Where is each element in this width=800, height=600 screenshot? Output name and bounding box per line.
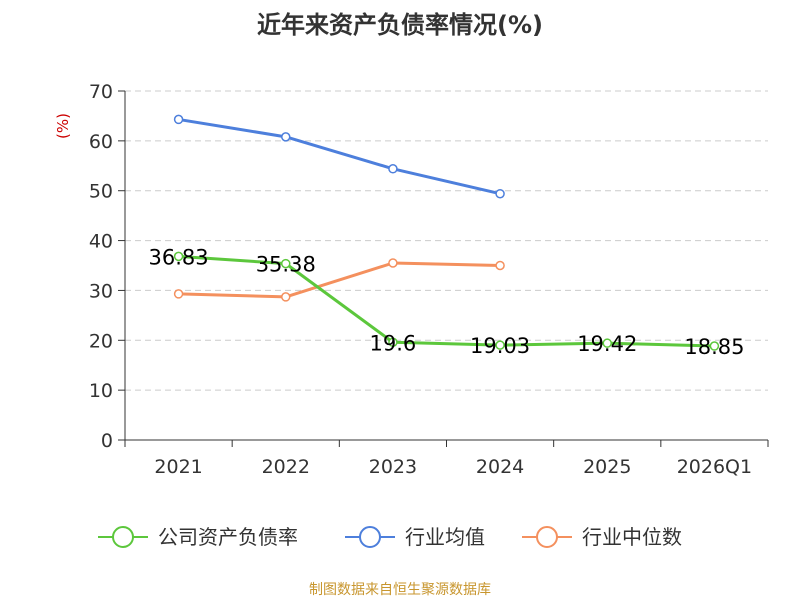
legend-marker-industry-median [536,526,558,548]
y-axis-unit: (%) [54,113,72,139]
data-point-company [281,258,291,269]
plot-area [173,114,720,351]
y-tick-label: 70 [89,81,113,103]
data-labels: 36.83 35.38 19.6 19.03 19.42 18.85 [149,245,745,359]
y-tick-label: 30 [89,280,113,302]
data-point-industry-median [388,258,398,268]
legend: 公司资产负债率 行业均值 行业中位数 [98,525,682,549]
legend-label-industry-avg: 行业均值 [405,525,485,549]
x-tick-label: 2024 [476,456,524,478]
legend-label-company: 公司资产负债率 [158,525,298,549]
x-tick-label: 2023 [369,456,417,478]
data-point-industry-median [495,260,505,271]
data-point-industry-median [281,292,291,302]
gridlines [125,90,768,391]
data-point-industry-avg [388,164,398,174]
data-point-industry-avg [281,132,291,142]
data-label: 19.03 [470,334,530,358]
y-tick-label: 40 [89,231,113,253]
y-tick-label: 60 [89,131,113,153]
data-point-industry-avg [173,114,184,125]
legend-marker-company [112,526,134,548]
x-tick-label: 2022 [262,456,310,478]
data-point-industry-avg [495,188,505,199]
series-line-industry-avg [178,117,501,196]
y-tick-label: 0 [101,430,113,452]
source-note: 制图数据来自恒生聚源数据库 [309,582,491,598]
x-tick-label: 2021 [154,456,202,478]
series-line-industry-median [178,261,501,299]
axes: 0 10 20 30 40 50 60 70 2021 2022 2023 2024 2025 2026Q… [89,81,769,478]
data-point-company [388,337,398,348]
data-point-company [709,341,720,351]
data-label: 18.85 [684,335,744,359]
y-tick-label: 10 [89,380,113,402]
legend-label-industry-median: 行业中位数 [582,525,682,549]
data-point-company [173,251,184,262]
y-tick-label: 20 [89,330,113,352]
series-line-company [178,254,715,348]
legend-marker-industry-avg [359,526,381,548]
data-point-company [602,338,612,348]
data-label: 36.83 [149,245,209,269]
x-tick-label: 2025 [583,456,631,478]
data-label: 35.38 [256,253,316,277]
y-tick-label: 50 [89,181,113,203]
data-label: 19.6 [370,331,417,355]
chart-title: 近年来资产负债率情况(%) [257,11,543,39]
data-point-industry-median [173,289,184,299]
x-tick-label: 2026Q1 [677,456,752,478]
data-point-company [495,340,505,350]
data-label: 19.42 [577,332,637,356]
